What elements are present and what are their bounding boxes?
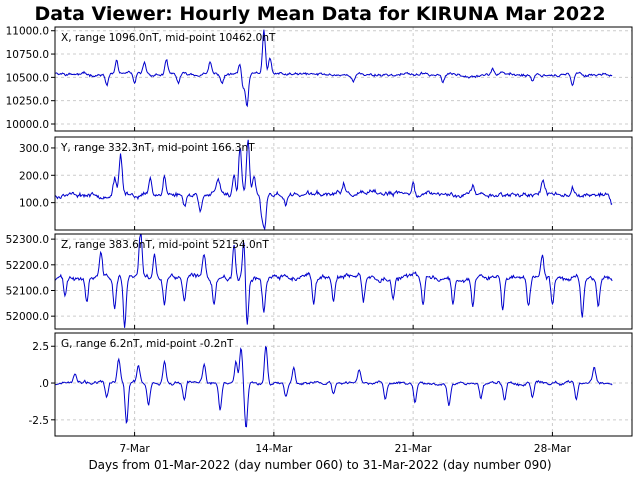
chart-title: Data Viewer: Hourly Mean Data for KIRUNA… — [34, 3, 606, 25]
y-tick-label: 300.0 — [19, 143, 49, 155]
trace-x — [54, 29, 613, 108]
y-tick-label: 52000.0 — [6, 311, 49, 323]
panel-label-x: X, range 1096.0nT, mid-point 10462.0nT — [61, 32, 276, 44]
panel-frame-x — [54, 26, 633, 132]
trace-z — [54, 234, 613, 328]
y-tick-label: 2.5 — [32, 341, 49, 353]
x-axis-label: Days from 01-Mar-2022 (day number 060) t… — [88, 458, 552, 472]
y-tick-label: 10750.0 — [6, 49, 49, 61]
panel-frame-z — [54, 233, 633, 330]
x-tick-label: 14-Mar — [255, 443, 293, 455]
x-tick-label: 7-Mar — [119, 443, 150, 455]
y-tick-label: -2.5 — [29, 415, 50, 427]
y-tick-label: 10250.0 — [6, 96, 49, 108]
y-tick-label: 52200.0 — [6, 260, 49, 272]
x-tick-label: 28-Mar — [534, 443, 572, 455]
y-tick-label: 52300.0 — [6, 234, 49, 246]
panel-label-g: G, range 6.2nT, mid-point -0.2nT — [61, 338, 234, 350]
panel-frame-y — [54, 136, 633, 231]
y-tick-label: 100.0 — [19, 198, 49, 210]
panel-label-y: Y, range 332.3nT, mid-point 166.3nT — [60, 142, 255, 154]
y-tick-label: 10000.0 — [6, 119, 49, 131]
panel-frame-g — [54, 332, 633, 437]
panel-label-z: Z, range 383.6nT, mid-point 52154.0nT — [61, 239, 269, 251]
y-tick-label: 11000.0 — [6, 26, 49, 38]
y-tick-label: 200.0 — [19, 170, 49, 182]
trace-y — [54, 139, 613, 231]
y-tick-label: 52100.0 — [6, 285, 49, 297]
y-tick-label: .0 — [39, 378, 49, 390]
x-tick-label: 21-Mar — [395, 443, 433, 455]
y-tick-label: 10500.0 — [6, 72, 49, 84]
trace-g — [55, 345, 613, 428]
